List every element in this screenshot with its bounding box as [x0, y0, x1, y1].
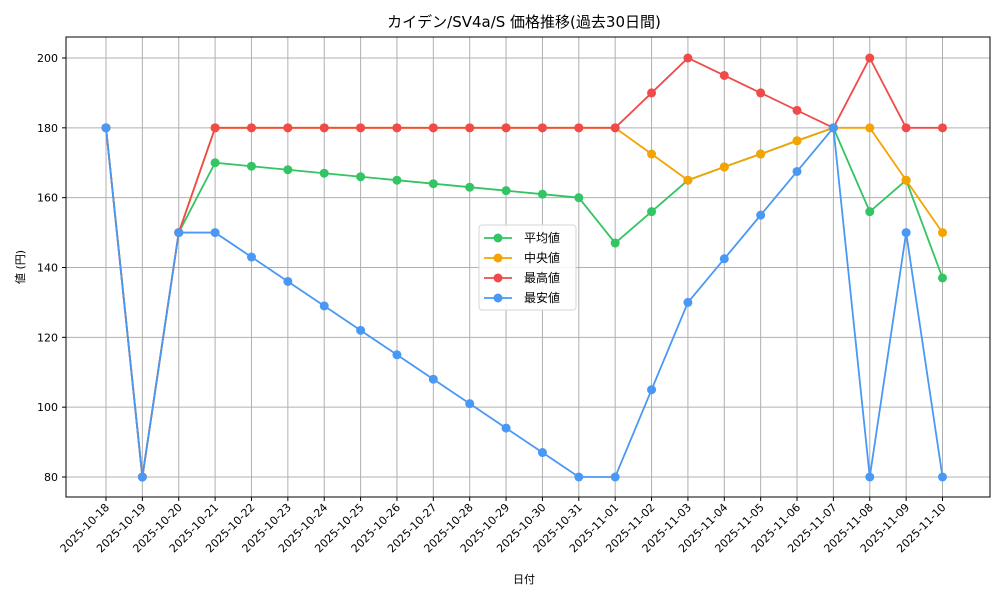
legend-item: 平均値: [484, 230, 560, 245]
data-point: [319, 168, 329, 178]
legend-label: 最安値: [524, 290, 560, 305]
data-point: [137, 472, 147, 482]
data-point: [938, 228, 948, 238]
y-tick-label: 80: [44, 471, 58, 484]
data-point: [574, 472, 584, 482]
data-point: [246, 123, 256, 133]
legend-item: 最安値: [484, 290, 560, 305]
data-point: [319, 301, 329, 311]
data-point: [792, 136, 802, 146]
y-tick-label: 120: [37, 331, 58, 344]
data-point: [865, 472, 875, 482]
y-tick-label: 180: [37, 122, 58, 135]
data-point: [356, 123, 366, 133]
data-point: [246, 252, 256, 262]
data-point: [865, 53, 875, 63]
data-point: [356, 172, 366, 182]
x-axis-label: 日付: [513, 573, 535, 586]
data-point: [610, 238, 620, 248]
data-point: [938, 472, 948, 482]
legend-marker: [493, 293, 503, 303]
y-axis: 80 100 120 140 160 180 200: [37, 52, 66, 484]
data-point: [901, 123, 911, 133]
data-point: [610, 123, 620, 133]
data-point: [537, 448, 547, 458]
data-point: [428, 123, 438, 133]
data-point: [537, 123, 547, 133]
data-point: [356, 325, 366, 335]
data-point: [283, 165, 293, 175]
data-point: [901, 228, 911, 238]
series-line: [105, 125, 944, 478]
y-tick-label: 100: [37, 401, 58, 414]
series-layer: [101, 53, 948, 482]
series-line: [105, 56, 943, 478]
chart-title: カイデン/SV4a/S 価格推移(過去30日間): [387, 13, 661, 31]
data-point: [537, 189, 547, 199]
legend-label: 中央値: [524, 250, 560, 265]
data-point: [392, 175, 402, 185]
legend-label: 平均値: [524, 230, 560, 245]
data-point: [501, 423, 511, 433]
data-point: [683, 53, 693, 63]
data-point: [756, 210, 766, 220]
data-point: [683, 297, 693, 307]
data-point: [756, 149, 766, 159]
data-point: [719, 70, 729, 80]
data-point: [210, 228, 220, 238]
legend-box: [478, 224, 577, 311]
data-point: [428, 374, 438, 384]
data-point: [465, 399, 475, 409]
series-最安値: [101, 123, 948, 482]
data-point: [610, 472, 620, 482]
data-point: [210, 158, 220, 168]
data-point: [938, 273, 948, 283]
data-point: [938, 123, 948, 133]
legend-marker: [493, 233, 503, 243]
data-point: [392, 350, 402, 360]
data-point: [647, 385, 657, 395]
data-point: [319, 123, 329, 133]
legend-item: 中央値: [484, 250, 560, 265]
data-point: [756, 88, 766, 98]
data-point: [210, 123, 220, 133]
data-point: [792, 105, 802, 115]
data-point: [719, 162, 729, 172]
data-point: [465, 182, 475, 192]
legend-label: 最高値: [524, 270, 560, 285]
y-tick-label: 140: [37, 262, 58, 275]
data-point: [501, 123, 511, 133]
data-point: [901, 175, 911, 185]
data-point: [647, 88, 657, 98]
data-point: [428, 179, 438, 189]
data-point: [865, 207, 875, 217]
data-point: [865, 123, 875, 133]
data-point: [465, 123, 475, 133]
data-point: [574, 193, 584, 203]
data-point: [647, 207, 657, 217]
y-axis-label: 値 (円): [14, 250, 27, 284]
data-point: [283, 123, 293, 133]
data-point: [246, 161, 256, 171]
data-point: [792, 166, 802, 176]
data-point: [174, 228, 184, 238]
y-tick-label: 160: [37, 192, 58, 205]
data-point: [719, 254, 729, 264]
data-point: [101, 123, 111, 133]
y-tick-label: 200: [37, 52, 58, 65]
legend-marker: [493, 253, 503, 263]
data-point: [283, 276, 293, 286]
data-point: [501, 186, 511, 196]
data-point: [647, 149, 657, 159]
legend-marker: [493, 273, 503, 283]
grid-lines: [66, 37, 990, 497]
data-point: [828, 123, 838, 133]
legend-item: 最高値: [484, 270, 560, 285]
data-point: [392, 123, 402, 133]
data-point: [683, 175, 693, 185]
data-point: [574, 123, 584, 133]
